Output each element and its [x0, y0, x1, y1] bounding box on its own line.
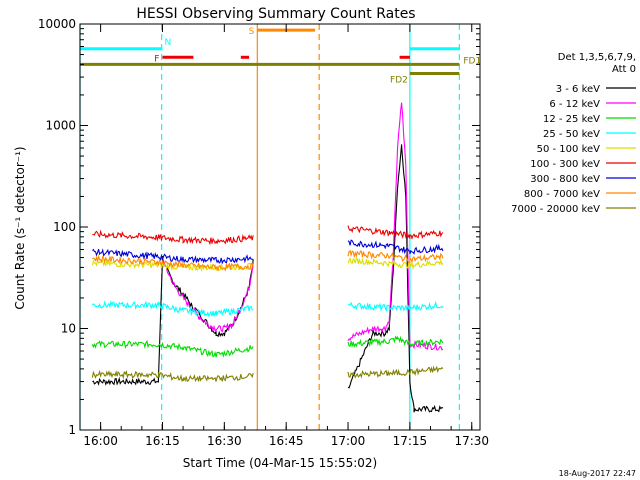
series-line-6-1: [347, 239, 444, 255]
series-line-3-0: [92, 300, 254, 318]
flag-bars: NF S FD1 FD2: [80, 27, 481, 86]
series-line-5-1: [347, 225, 444, 240]
y-tick-label-4: 10000: [38, 17, 76, 31]
y-tick-label-2: 100: [53, 220, 76, 234]
y-tick-label-1: 10: [61, 322, 76, 336]
series-line-2-1: [347, 335, 444, 349]
series-6: [92, 239, 444, 265]
y-tick-label-0: 1: [68, 423, 76, 437]
flag-label-N: N: [165, 38, 172, 48]
series-5: [92, 225, 444, 246]
legend-label-1: 6 - 12 keV: [549, 99, 600, 110]
series-3: [92, 300, 444, 318]
series-1: [162, 102, 444, 351]
x-tick-label-4: 17:00: [331, 434, 366, 448]
x-tick-label-0: 16:00: [83, 434, 118, 448]
x-axis-label: Start Time (04-Mar-15 15:55:02): [183, 456, 377, 470]
series-line-7-1: [347, 249, 444, 264]
series-line-5-0: [92, 229, 254, 246]
x-tick-label-2: 16:30: [207, 434, 242, 448]
legend-label-2: 12 - 25 keV: [543, 114, 600, 125]
series-2: [91, 335, 444, 359]
y-tick-label-3: 1000: [45, 119, 76, 133]
legend-label-7: 800 - 7000 keV: [524, 189, 600, 200]
footer-timestamp: 18-Aug-2017 22:47: [559, 469, 636, 478]
series-7: [92, 249, 444, 272]
series-line-8-0: [91, 369, 254, 383]
chart-title: HESSI Observing Summary Count Rates: [136, 6, 415, 22]
flag-label-FD1: FD1: [463, 56, 481, 66]
series-8: [91, 365, 444, 383]
series-line-7-0: [92, 254, 254, 272]
legend-label-8: 7000 - 20000 keV: [511, 204, 600, 215]
x-tick-label-1: 16:15: [145, 434, 180, 448]
x-tick-label-3: 16:45: [269, 434, 304, 448]
series-line-4-1: [347, 256, 444, 271]
flag-label-F: F: [154, 54, 159, 64]
axes: 16:00 16:15 16:30 16:45 17:00 17:15 17:30 1 10 10…: [38, 17, 489, 448]
series-line-2-0: [91, 339, 254, 359]
legend: Det 1,3,5,6,7,9,Att 0 3 - 6 keV 6 - 12 keV…: [511, 52, 636, 215]
series-line-1-1: [347, 102, 444, 351]
series-line-0-1: [347, 144, 444, 413]
x-tick-label-6: 17:30: [454, 434, 489, 448]
legend-label-4: 50 - 100 keV: [537, 144, 601, 155]
series-line-1-0: [162, 258, 254, 333]
plot-area: [79, 24, 460, 430]
series-line-8-1: [347, 365, 444, 379]
legend-label-5: 100 - 300 keV: [530, 159, 600, 170]
legend-label-6: 300 - 800 keV: [530, 174, 600, 185]
legend-header-0: Det 1,3,5,6,7,9,: [558, 52, 636, 63]
x-tick-label-5: 17:15: [393, 434, 428, 448]
legend-label-0: 3 - 6 keV: [556, 84, 600, 95]
flag-label-FD2: FD2: [390, 76, 408, 86]
legend-label-3: 25 - 50 keV: [543, 129, 600, 140]
series-line-6-0: [92, 248, 254, 265]
legend-header-1: Att 0: [612, 64, 636, 75]
series-line-3-1: [347, 300, 444, 313]
y-axis-label: Count Rate (s⁻¹ detector⁻¹): [13, 146, 27, 309]
flag-label-S: S: [249, 27, 255, 37]
